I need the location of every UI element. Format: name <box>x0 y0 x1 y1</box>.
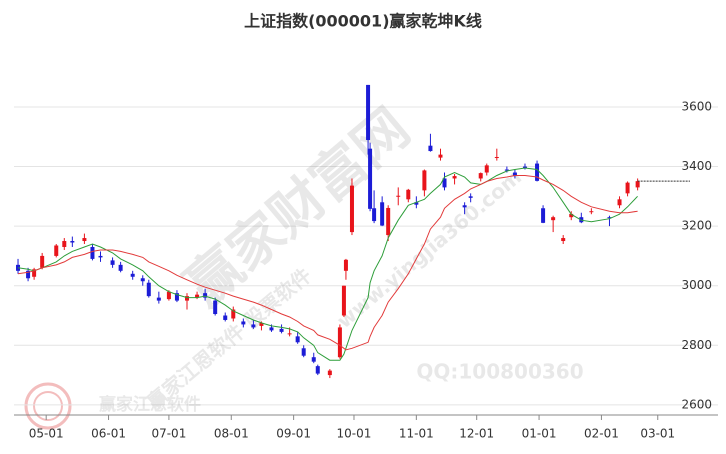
y-tick-label: 3000 <box>681 278 712 292</box>
candle-body <box>203 293 208 298</box>
candle-body <box>462 205 467 208</box>
candle-body <box>551 217 556 221</box>
x-tick-label: 11-01 <box>399 427 434 441</box>
candle-body <box>26 270 31 279</box>
candle-body <box>494 157 499 159</box>
candle-body <box>231 309 236 319</box>
candle-body <box>343 259 348 271</box>
candle-body <box>442 178 447 188</box>
candle-body <box>295 336 300 343</box>
candle-body <box>40 255 45 268</box>
candle-body <box>118 264 123 271</box>
candle-body <box>341 285 346 316</box>
candle-body <box>512 172 517 177</box>
candle-body <box>607 217 612 219</box>
candle-body <box>223 315 228 320</box>
chart-title: 上证指数(000001)赢家乾坤K线 <box>244 12 482 31</box>
x-tick-label: 05-01 <box>29 427 64 441</box>
candle-body <box>251 324 256 328</box>
candle-body <box>32 269 37 277</box>
x-tick-label: 09-01 <box>276 427 311 441</box>
candle-body <box>452 176 457 179</box>
candle-body <box>589 211 594 213</box>
candle-body <box>315 366 320 374</box>
candle-body <box>535 163 540 181</box>
x-tick-label: 01-01 <box>522 427 557 441</box>
candle-body <box>569 213 574 218</box>
candle-body <box>368 148 373 209</box>
candle-body <box>98 255 103 258</box>
candle-body <box>522 166 527 169</box>
candle-body <box>484 165 489 173</box>
candle-body <box>561 238 566 242</box>
candle-body <box>166 291 171 300</box>
ma-line <box>17 167 638 361</box>
y-tick-label: 2800 <box>681 338 712 352</box>
candle-body <box>146 282 151 297</box>
candle-body <box>195 294 200 298</box>
candle-body <box>70 241 75 243</box>
candle-body <box>478 173 483 179</box>
candle-body <box>311 357 316 362</box>
y-tick-label: 3600 <box>681 99 712 113</box>
watermark: 赢家江恩软件 <box>99 394 201 415</box>
candle-body <box>504 169 509 171</box>
candle-body <box>130 273 135 277</box>
candle-body <box>366 84 371 141</box>
candle-body <box>414 202 419 205</box>
candle-body <box>635 181 640 188</box>
candle-body <box>396 195 401 197</box>
candle-body <box>438 154 443 158</box>
watermark-logo <box>24 382 72 430</box>
candle-body <box>279 328 284 332</box>
candle-body <box>287 333 292 335</box>
candle-body <box>185 296 190 301</box>
candle-body <box>349 185 354 233</box>
candle-body <box>110 260 115 265</box>
candle-body <box>386 207 391 236</box>
candle-body <box>468 196 473 198</box>
candle-body <box>62 241 67 247</box>
ma-line <box>17 175 638 351</box>
y-tick-label: 3400 <box>681 159 712 173</box>
candle-body <box>327 370 332 376</box>
x-tick-label: 08-01 <box>214 427 249 441</box>
candle-body <box>156 297 161 301</box>
candle-body <box>617 199 622 206</box>
candle-body <box>372 208 377 222</box>
candle-body <box>337 327 342 358</box>
y-tick-label: 2600 <box>681 397 712 411</box>
candle-body <box>259 322 264 326</box>
candle-body <box>82 238 87 242</box>
candle-body <box>241 321 246 325</box>
candle-body <box>90 246 95 259</box>
x-tick-label: 02-01 <box>584 427 619 441</box>
candle-body <box>54 245 59 256</box>
candle-body <box>174 293 179 301</box>
candle-body <box>428 145 433 152</box>
x-tick-label: 03-01 <box>640 427 675 441</box>
x-tick-label: 06-01 <box>91 427 126 441</box>
x-tick-label: 12-01 <box>459 427 494 441</box>
x-tick-label: 07-01 <box>151 427 186 441</box>
candle-body <box>380 202 385 226</box>
x-tick-label: 10-01 <box>337 427 372 441</box>
candle-body <box>269 327 274 331</box>
candle-body <box>406 189 411 200</box>
candle-body <box>625 182 630 194</box>
candle-body <box>140 278 145 282</box>
candle-body <box>422 170 427 191</box>
candle-body <box>301 348 306 356</box>
y-tick-label: 3200 <box>681 219 712 233</box>
watermark: QQ:100800360 <box>416 360 583 384</box>
candle-body <box>213 300 218 315</box>
candle-body <box>541 208 546 223</box>
